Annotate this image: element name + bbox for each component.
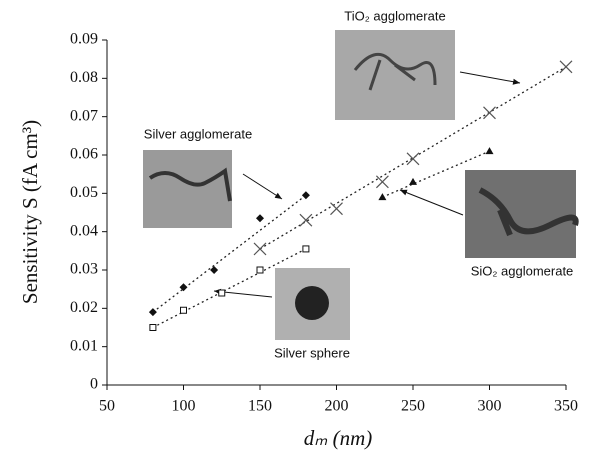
point — [179, 283, 188, 292]
trend-line — [152, 194, 307, 313]
y-tick-label: 0.04 — [70, 222, 98, 239]
x-tick-label: 100 — [172, 398, 196, 415]
y-tick-label: 0.02 — [70, 299, 98, 316]
annotation: SiO₂ agglomerate — [471, 263, 574, 278]
point — [180, 306, 187, 314]
y-axis-label: Sensitivity S (fA cm³) — [18, 120, 42, 304]
point — [256, 266, 264, 274]
point — [256, 214, 264, 223]
y-tick-label: 0.07 — [70, 107, 98, 124]
x-tick-label: 250 — [401, 398, 425, 415]
x-tick-label: 150 — [248, 398, 272, 415]
trend-line — [259, 66, 567, 250]
point — [559, 60, 573, 74]
point — [483, 106, 496, 120]
inset-sio2 — [465, 170, 576, 258]
x-tick-label: 50 — [99, 398, 115, 415]
x-axis-label: dₘ (nm) — [304, 426, 373, 450]
point — [409, 177, 417, 185]
arrow — [242, 173, 283, 200]
x-tick-label: 200 — [325, 398, 349, 415]
point — [149, 324, 157, 331]
point — [485, 147, 494, 155]
inset-tio2 — [335, 30, 455, 120]
point — [375, 175, 389, 189]
y-tick-label: 0.08 — [70, 69, 98, 86]
point — [299, 213, 313, 227]
y-tick-label: 0.03 — [70, 261, 98, 278]
annotation: Silver agglomerate — [144, 126, 252, 141]
arrow — [459, 71, 521, 85]
point — [253, 242, 267, 256]
point — [210, 266, 219, 274]
point — [301, 191, 310, 200]
y-tick-label: 0.05 — [70, 184, 98, 201]
point — [330, 202, 343, 216]
annotation: Silver sphere — [274, 345, 350, 360]
point — [302, 245, 310, 253]
point — [148, 308, 157, 317]
point — [406, 152, 420, 166]
x-tick-label: 300 — [478, 398, 502, 415]
point — [378, 193, 387, 201]
y-tick-label: 0.09 — [70, 31, 98, 48]
annotation: TiO₂ agglomerate — [344, 8, 445, 23]
trend-line — [152, 248, 307, 329]
micrograph-insets — [143, 30, 579, 340]
arrow — [399, 189, 464, 216]
point — [218, 289, 226, 297]
x-tick-label: 350 — [554, 398, 578, 415]
y-tick-label: 0.06 — [70, 146, 98, 163]
inset-silver-agglomerate — [143, 150, 232, 228]
y-tick-label: 0.01 — [70, 337, 98, 354]
y-tick-label: 0 — [90, 376, 98, 393]
